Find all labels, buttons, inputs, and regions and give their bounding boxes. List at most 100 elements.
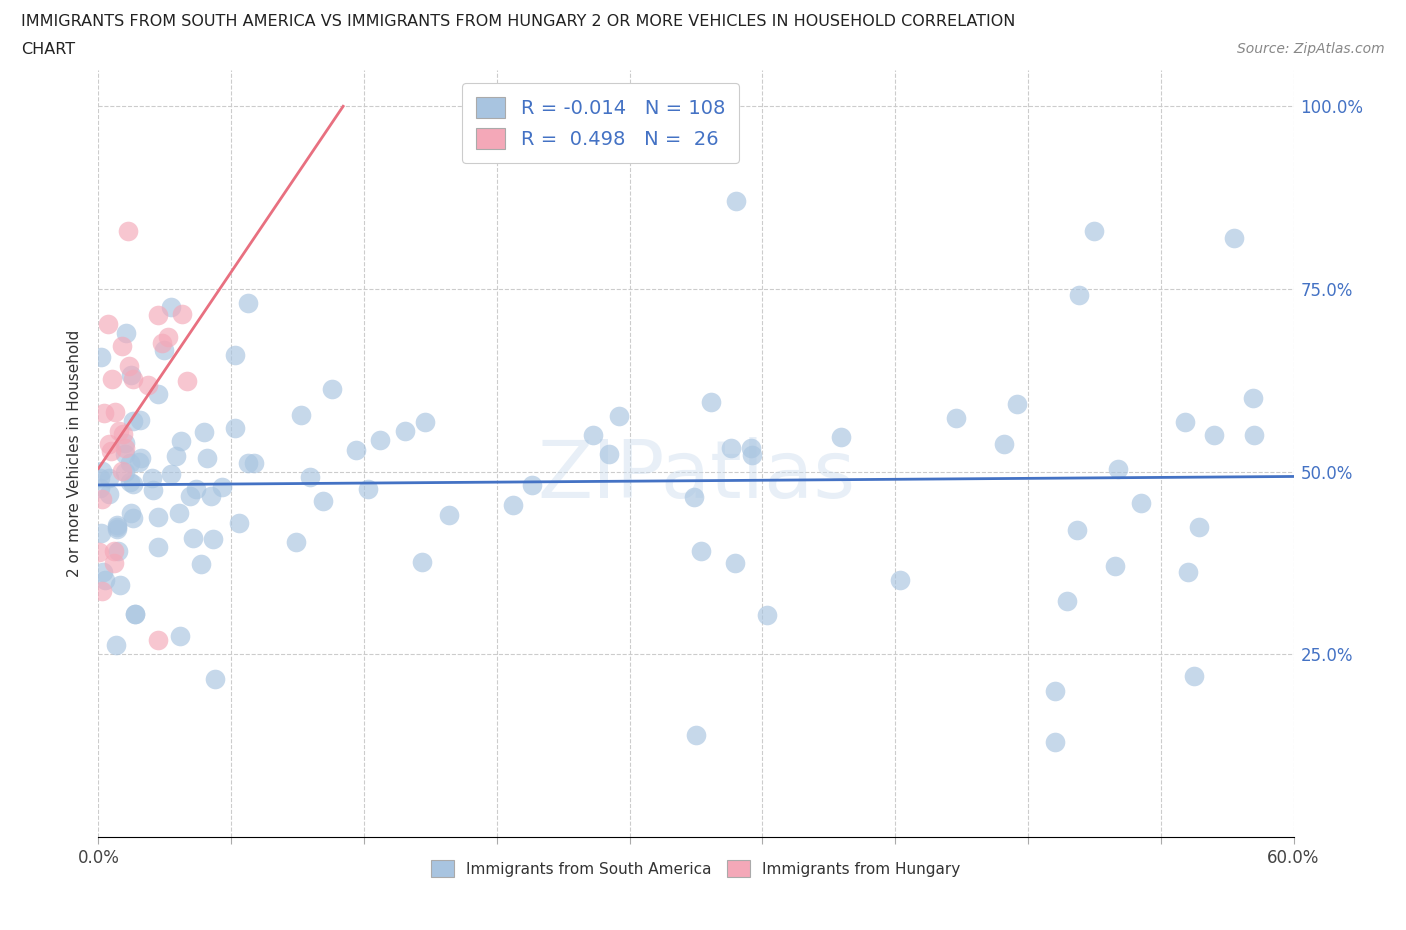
Point [502, 498, 524, 512]
Text: Source: ZipAtlas.com: Source: ZipAtlas.com [1237, 42, 1385, 56]
Point [107, 424, 129, 439]
Point [1174, 415, 1197, 430]
Point [830, 430, 852, 445]
Point [1177, 565, 1199, 579]
Point [104, 405, 127, 419]
Point [413, 414, 436, 429]
Point [172, 307, 194, 322]
Point [153, 342, 176, 357]
Point [242, 456, 264, 471]
Point [105, 518, 128, 533]
Point [1067, 287, 1090, 302]
Point [181, 531, 204, 546]
Point [411, 554, 433, 569]
Point [120, 367, 142, 382]
Point [720, 441, 742, 456]
Point [200, 488, 222, 503]
Point [1129, 496, 1152, 511]
Point [105, 521, 128, 536]
Point [148, 632, 170, 647]
Point [90, 349, 112, 364]
Point [520, 478, 543, 493]
Point [111, 339, 134, 353]
Point [1182, 669, 1205, 684]
Point [1056, 593, 1078, 608]
Point [105, 519, 128, 534]
Point [97, 437, 120, 452]
Point [236, 455, 259, 470]
Point [146, 510, 169, 525]
Point [344, 443, 367, 458]
Point [97, 471, 120, 485]
Point [437, 508, 460, 523]
Point [146, 308, 169, 323]
Point [91, 565, 114, 579]
Point [357, 481, 380, 496]
Point [121, 372, 143, 387]
Point [90, 525, 112, 540]
Point [945, 411, 967, 426]
Point [582, 428, 605, 443]
Point [91, 463, 114, 478]
Point [190, 556, 212, 571]
Point [690, 543, 713, 558]
Point [97, 486, 120, 501]
Point [89, 545, 111, 560]
Point [120, 506, 142, 521]
Point [114, 441, 136, 456]
Point [141, 471, 163, 485]
Point [107, 543, 129, 558]
Point [1188, 519, 1211, 534]
Point [290, 408, 312, 423]
Point [94, 572, 117, 587]
Point [368, 432, 391, 447]
Point [284, 535, 307, 550]
Point [1083, 223, 1105, 238]
Point [128, 455, 150, 470]
Point [724, 193, 747, 208]
Point [93, 405, 115, 420]
Point [124, 606, 146, 621]
Point [167, 506, 190, 521]
Text: CHART: CHART [21, 42, 75, 57]
Point [117, 223, 139, 238]
Point [90, 492, 112, 507]
Point [159, 467, 181, 482]
Point [1107, 461, 1129, 476]
Point [224, 421, 246, 436]
Point [100, 444, 122, 458]
Text: ZIPatlas: ZIPatlas [537, 437, 855, 515]
Text: IMMIGRANTS FROM SOUTH AMERICA VS IMMIGRANTS FROM HUNGARY 2 OR MORE VEHICLES IN H: IMMIGRANTS FROM SOUTH AMERICA VS IMMIGRA… [21, 14, 1015, 29]
Point [89, 471, 111, 485]
Point [238, 295, 260, 310]
Point [114, 447, 136, 462]
Point [97, 316, 120, 331]
Point [683, 489, 706, 504]
Point [114, 435, 136, 450]
Point [104, 637, 127, 652]
Point [607, 409, 630, 424]
Point [1043, 735, 1066, 750]
Point [122, 477, 145, 492]
Point [146, 539, 169, 554]
Point [170, 433, 193, 448]
Point [193, 424, 215, 439]
Y-axis label: 2 or more Vehicles in Household: 2 or more Vehicles in Household [67, 330, 83, 577]
Point [756, 608, 779, 623]
Point [312, 494, 335, 509]
Point [91, 584, 114, 599]
Point [118, 359, 141, 374]
Point [740, 447, 762, 462]
Point [103, 555, 125, 570]
Point [129, 451, 152, 466]
Point [160, 299, 183, 314]
Point [169, 629, 191, 644]
Point [118, 475, 141, 490]
Point [142, 483, 165, 498]
Point [176, 374, 198, 389]
Point [224, 347, 246, 362]
Point [101, 371, 124, 386]
Point [1241, 391, 1264, 405]
Point [685, 727, 707, 742]
Point [195, 450, 218, 465]
